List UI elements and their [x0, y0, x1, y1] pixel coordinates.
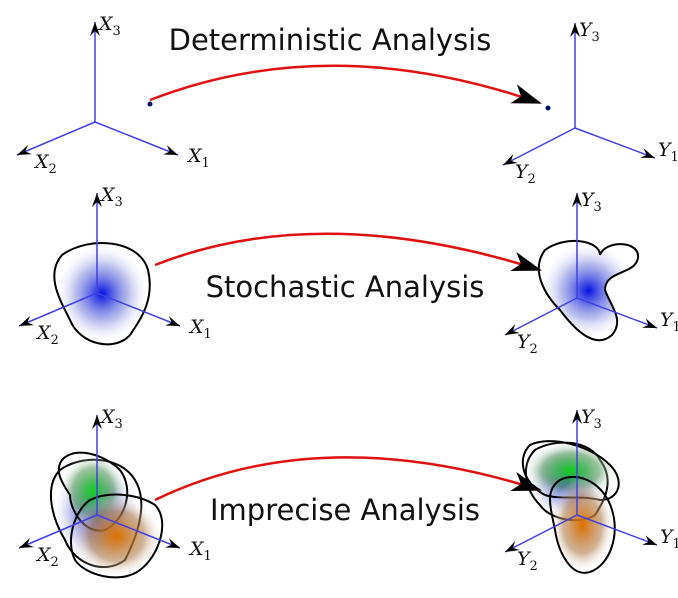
axis-subscript: 1: [673, 320, 678, 335]
axis-label: X1: [188, 538, 212, 564]
axis-subscript: 2: [51, 555, 59, 570]
axis-subscript: 1: [204, 549, 212, 564]
axis-subscript: 3: [594, 417, 602, 432]
axis: [17, 122, 95, 155]
axis-symbol: X: [35, 322, 52, 344]
axis: [575, 128, 655, 158]
row-title: Stochastic Analysis: [206, 270, 485, 304]
axis-subscript: 2: [51, 333, 59, 348]
diagram: X3X2X1Y3Y2Y1Deterministic AnalysisX3X2X1…: [0, 0, 678, 598]
axis-symbol: X: [186, 145, 203, 167]
axis-label: Y2: [515, 161, 536, 187]
axis-symbol: X: [35, 544, 52, 566]
axis-subscript: 3: [115, 195, 123, 210]
axis-symbol: X: [33, 151, 50, 173]
axis-symbol: X: [188, 316, 205, 338]
input-point: [148, 102, 153, 107]
axis-subscript: 3: [113, 24, 121, 39]
axis: [503, 128, 575, 165]
axis-subscript: 1: [204, 327, 212, 342]
axis-label: Y1: [660, 526, 678, 552]
axis-subscript: 1: [202, 156, 210, 171]
input-distribution: [54, 243, 150, 344]
output-point: [546, 106, 551, 111]
axis-subscript: 3: [115, 417, 123, 432]
axis-label: X3: [99, 406, 123, 432]
output-distributions: [523, 441, 619, 573]
axis-label: Y2: [517, 331, 538, 357]
axis-subscript: 2: [530, 342, 538, 357]
axis-label: X2: [35, 544, 59, 570]
axis-symbol: X: [97, 13, 114, 35]
axis-label: Y1: [658, 139, 678, 165]
axis: [95, 122, 178, 155]
axis-subscript: 1: [671, 150, 678, 165]
axis-subscript: 2: [530, 559, 538, 574]
axis-label: Y3: [581, 189, 602, 215]
axis-label: X2: [35, 322, 59, 348]
output-distribution: [539, 241, 638, 340]
row-title: Deterministic Analysis: [169, 23, 492, 57]
axis-symbol: X: [99, 406, 116, 428]
axis-symbol: X: [188, 538, 205, 560]
axis-label: Y1: [660, 309, 678, 335]
axis-label: X3: [99, 184, 123, 210]
mapping-arrow: [150, 66, 540, 103]
axis-label: Y2: [517, 548, 538, 574]
axis-label: Y3: [579, 19, 600, 45]
row-title: Imprecise Analysis: [210, 493, 480, 527]
axis-subscript: 2: [49, 162, 57, 177]
input-distributions: [51, 453, 162, 578]
axis-label: X3: [97, 13, 121, 39]
axis-subscript: 3: [592, 30, 600, 45]
axis-label: X2: [33, 151, 57, 177]
axis-symbol: X: [99, 184, 116, 206]
mapping-arrow: [155, 234, 540, 270]
axis-label: Y3: [581, 406, 602, 432]
axis-subscript: 3: [594, 200, 602, 215]
axis-subscript: 2: [528, 172, 536, 187]
axis-subscript: 1: [673, 537, 678, 552]
axis-label: X1: [188, 316, 212, 342]
axis-label: X1: [186, 145, 210, 171]
